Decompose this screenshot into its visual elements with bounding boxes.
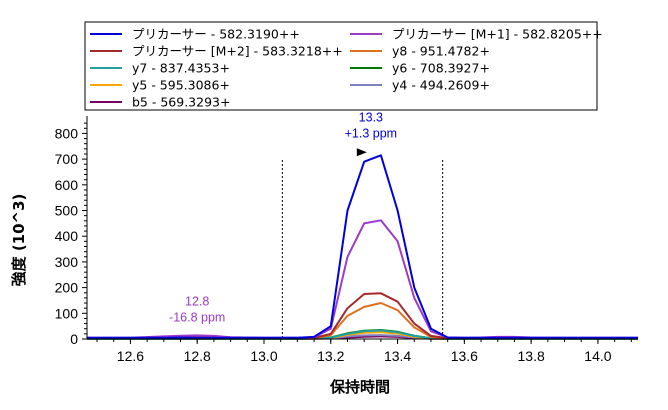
y-tick-label: 700 <box>55 151 79 167</box>
y-tick-label: 0 <box>70 331 78 347</box>
peak-annotation-label: +1.3 ppm <box>345 126 397 140</box>
x-tick-label: 12.6 <box>117 348 144 364</box>
legend-entry: b5 - 569.3293+ <box>132 95 230 110</box>
x-tick-label: 13.8 <box>518 348 545 364</box>
y-axis-title: 強度 (10^3) <box>10 194 28 287</box>
y-tick-label: 200 <box>55 280 79 296</box>
legend-entry: y7 - 837.4353+ <box>132 61 230 76</box>
y-tick-label: 100 <box>55 305 79 321</box>
legend: プリカーサー - 582.3190++ プリカーサー [M+1] - 582.82… <box>84 21 603 111</box>
legend-entry: y8 - 951.4782+ <box>392 44 490 59</box>
legend-entry: y4 - 494.2609+ <box>392 78 490 93</box>
x-tick-label: 13.6 <box>451 348 478 364</box>
x-axis-title: 保持時間 <box>329 378 390 396</box>
x-tick-label: 13.0 <box>250 348 277 364</box>
x-tick-label: 12.8 <box>184 348 211 364</box>
legend-entry: y5 - 595.3086+ <box>132 78 230 93</box>
y-tick-label: 300 <box>55 254 79 270</box>
legend-entry: プリカーサー [M+2] - 583.3218++ <box>132 44 343 59</box>
x-tick-label: 13.2 <box>317 348 344 364</box>
legend-entry: y6 - 708.3927+ <box>392 61 490 76</box>
axes: 0 100 200 300 400 500 600 700 800 12.6 12.8 13.0 13.… <box>55 116 638 364</box>
plot-area: 13.3 +1.3 ppm 12.8 -16.8 ppm <box>87 110 638 340</box>
y-tick-label: 600 <box>55 177 79 193</box>
peak-annotation-label: 13.3 <box>359 110 383 124</box>
legend-entry: プリカーサー [M+1] - 582.8205++ <box>392 27 603 42</box>
y-tick-label: 500 <box>55 203 79 219</box>
x-tick-label: 13.4 <box>384 348 411 364</box>
x-tick-label: 14.0 <box>584 348 611 364</box>
peak-marker-icon <box>356 148 367 157</box>
y-tick-label: 400 <box>55 228 79 244</box>
y-tick-label: 800 <box>55 125 79 141</box>
peak-annotation-label: 12.8 <box>185 294 209 308</box>
legend-entry: プリカーサー - 582.3190++ <box>132 27 300 42</box>
legend-box <box>84 21 598 111</box>
peak-annotation-label: -16.8 ppm <box>169 310 225 324</box>
series-line <box>87 154 638 339</box>
